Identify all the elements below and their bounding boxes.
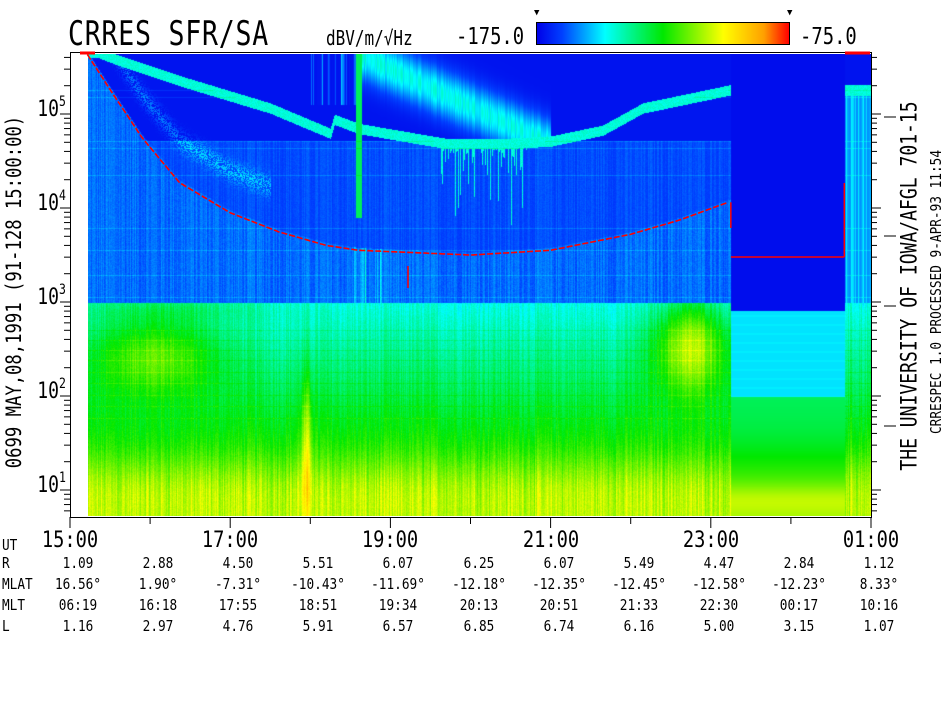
ephemeris-cell: 1.07 — [863, 617, 895, 635]
ephemeris-cell: 8.33° — [859, 575, 899, 593]
y-tick-base: 10 — [37, 97, 60, 122]
colorbar-units-label: dBV/m/√Hz — [326, 26, 413, 50]
x-tick-label: 23:00 — [682, 528, 739, 553]
ephemeris-cell: 5.51 — [302, 554, 334, 572]
y-tick-exponent: 2 — [59, 376, 66, 392]
y-tick-label: 105 — [37, 94, 66, 122]
ephemeris-cell: 6.57 — [383, 617, 414, 635]
ephemeris-cell: -12.58° — [691, 575, 746, 593]
y-tick-label: 104 — [37, 188, 66, 216]
y-tick-label: 102 — [37, 376, 66, 404]
ephemeris-cell: 21:33 — [619, 596, 658, 614]
x-tick-label: 17:00 — [202, 528, 259, 553]
red-curve — [86, 54, 729, 256]
y-tick-label: 103 — [37, 282, 66, 310]
ephemeris-cell: 4.50 — [222, 554, 254, 572]
ephemeris-cell: 1.16 — [62, 617, 94, 635]
x-tick-label: 15:00 — [41, 528, 99, 553]
ephemeris-cell: 6.07 — [383, 554, 414, 572]
x-tick-label: 21:00 — [522, 528, 579, 553]
ephemeris-cell: 5.00 — [703, 617, 735, 635]
colorbar — [536, 22, 790, 45]
ephemeris-cell: 6.85 — [463, 617, 494, 635]
ephemeris-cell: 6.07 — [543, 554, 574, 572]
y-tick-exponent: 4 — [59, 188, 66, 204]
ephemeris-cell: 5.91 — [302, 617, 334, 635]
colorbar-min-label: -175.0 — [456, 24, 525, 50]
ephemeris-cell: -7.31° — [215, 575, 262, 593]
spectrogram-heatmap — [88, 54, 871, 516]
ephemeris-cell: 2.97 — [142, 617, 174, 635]
ephemeris-row-label: MLAT — [2, 575, 33, 593]
ephemeris-cell: 6.16 — [623, 617, 655, 635]
ephemeris-cell: 22:30 — [699, 596, 738, 614]
y-tick-base: 10 — [37, 285, 60, 310]
colorbar-max-label: -75.0 — [800, 24, 857, 50]
y-tick-exponent: 1 — [59, 470, 66, 486]
ephemeris-cell: 1.90° — [138, 575, 178, 593]
ephemeris-row-label: R — [2, 554, 10, 572]
ephemeris-cell: 6.74 — [543, 617, 574, 635]
ephemeris-cell: -12.18° — [451, 575, 506, 593]
ephemeris-row-label: UT — [2, 536, 18, 554]
ephemeris-row-label: L — [2, 617, 10, 635]
ephemeris-cell: 4.47 — [703, 554, 735, 572]
ephemeris-cell: -12.23° — [772, 575, 826, 593]
ephemeris-cell: -11.69° — [371, 575, 426, 593]
ephemeris-cell: 3.15 — [783, 617, 815, 635]
ephemeris-cell: 20:13 — [459, 596, 498, 614]
right-caption: THE UNIVERSITY OF IOWA/AFGL 701-15 — [897, 101, 923, 471]
ephemeris-cell: -12.45° — [611, 575, 666, 593]
ephemeris-row-label: MLT — [2, 596, 26, 614]
ephemeris-cell: 19:34 — [379, 596, 418, 614]
ephemeris-cell: -10.43° — [291, 575, 346, 593]
ephemeris-cell: 1.09 — [62, 554, 94, 572]
right-subcaption: CRRESPEC 1.0 PROCESSED 9-APR-93 11:54 — [927, 149, 945, 435]
y-tick-base: 10 — [37, 473, 60, 498]
x-tick-label: 19:00 — [362, 528, 419, 553]
ephemeris-cell: 2.84 — [783, 554, 815, 572]
y-tick-exponent: 3 — [59, 282, 66, 298]
y-tick-label: 101 — [37, 470, 66, 498]
ephemeris-cell: -12.35° — [531, 575, 586, 593]
ephemeris-cell: 4.76 — [222, 617, 254, 635]
ephemeris-cell: 16:18 — [138, 596, 178, 614]
colorbar-min-marker-icon: ▼ — [534, 8, 540, 18]
y-tick-base: 10 — [37, 191, 60, 216]
ephemeris-cell: 16.56° — [54, 575, 102, 593]
ephemeris-cell: 18:51 — [299, 596, 338, 614]
y-tick-exponent: 5 — [59, 94, 66, 110]
ephemeris-cell: 06:19 — [58, 596, 98, 614]
ephemeris-cell: 00:17 — [779, 596, 819, 614]
y-tick-base: 10 — [37, 379, 60, 404]
colorbar-max-marker-icon: ▼ — [787, 8, 793, 18]
chart-title: CRRES SFR/SA — [68, 14, 269, 54]
ephemeris-cell: 20:51 — [539, 596, 578, 614]
ephemeris-cell: 2.88 — [142, 554, 174, 572]
ephemeris-cell: 6.25 — [463, 554, 494, 572]
ephemeris-cell: 10:16 — [859, 596, 899, 614]
ephemeris-cell: 5.49 — [623, 554, 655, 572]
ephemeris-cell: 17:55 — [218, 596, 258, 614]
ephemeris-cell: 1.12 — [863, 554, 895, 572]
left-caption: 0699 MAY,08,1991 (91-128 15:00:00) — [2, 115, 26, 469]
x-tick-label: 01:00 — [842, 528, 900, 553]
